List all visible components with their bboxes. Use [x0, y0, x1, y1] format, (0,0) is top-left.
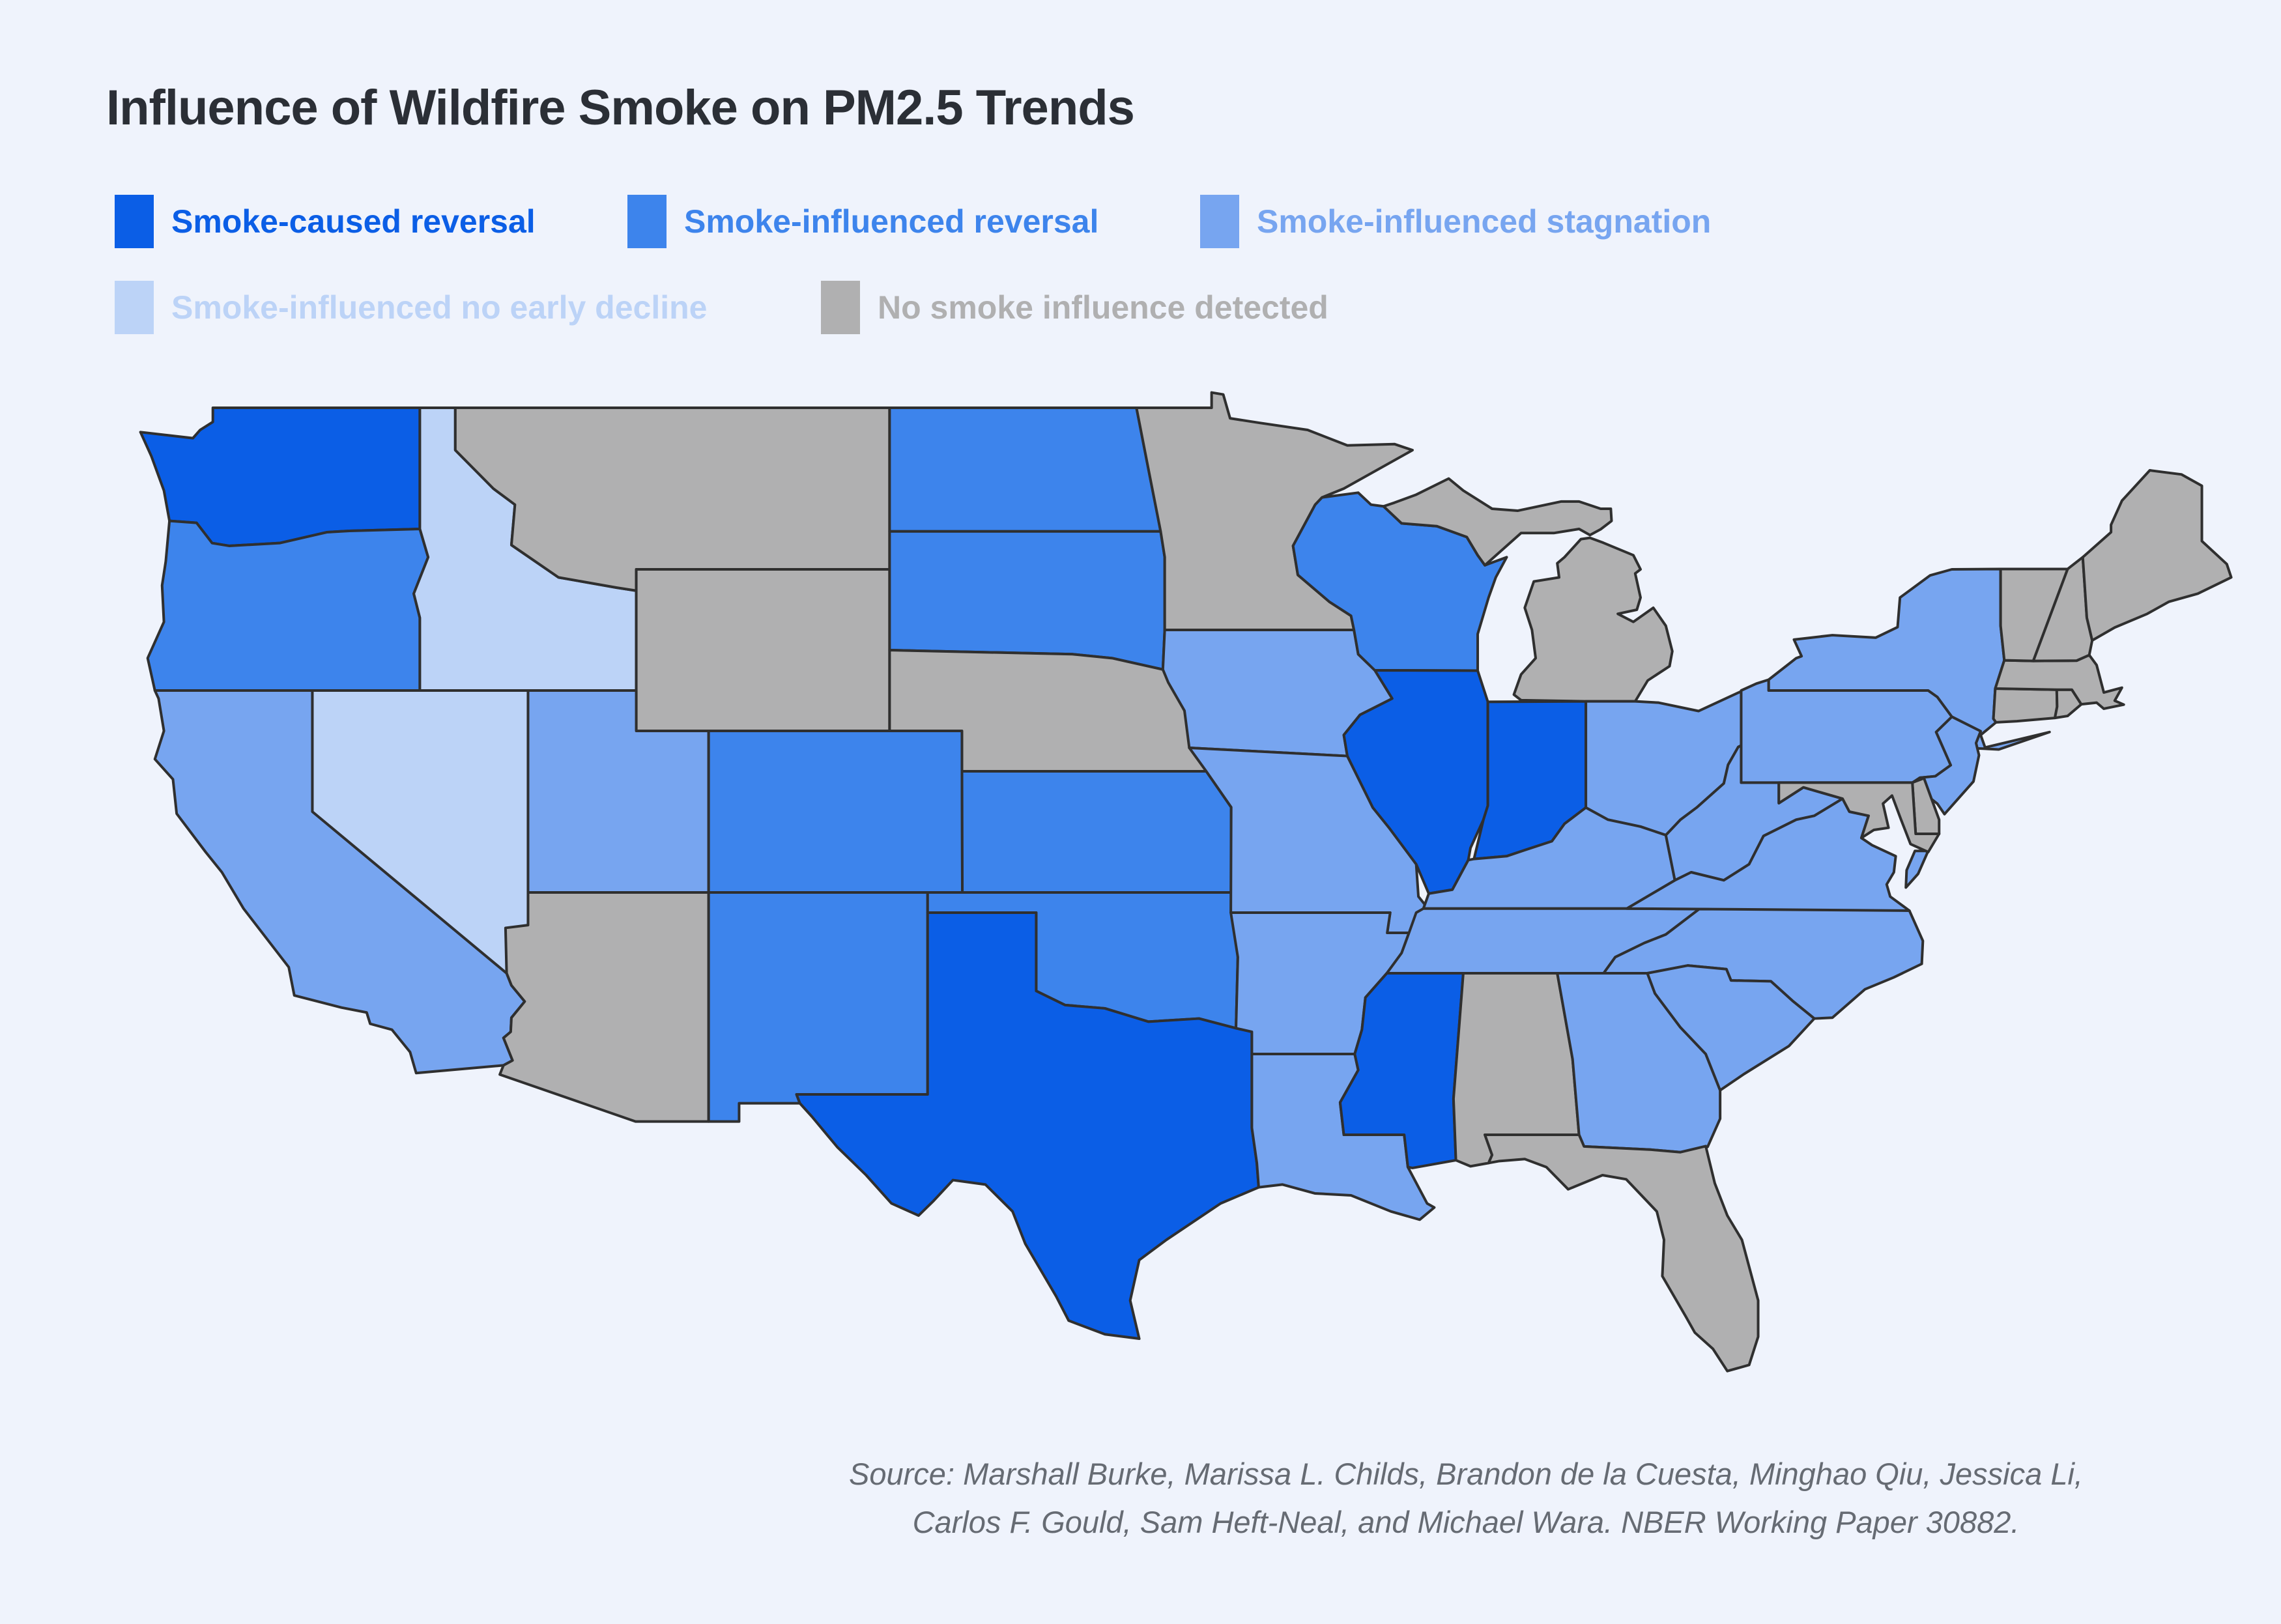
legend-item-smoke-influenced-reversal: Smoke-influenced reversal	[627, 195, 1098, 248]
state-south-dakota	[889, 532, 1164, 670]
state-oregon	[148, 521, 428, 691]
state-vermont	[2001, 569, 2068, 661]
legend-label: Smoke-caused reversal	[171, 203, 536, 240]
state-new-jersey	[1920, 717, 1981, 814]
source-citation: Source: Marshall Burke, Marissa L. Child…	[684, 1450, 2248, 1546]
state-south-carolina	[1647, 965, 1814, 1090]
state-new-mexico	[709, 892, 928, 1122]
legend-swatch-smoke-influenced-no-early-decline	[115, 281, 154, 334]
state-wyoming	[637, 569, 890, 731]
us-choropleth-map	[121, 388, 2235, 1397]
state-maryland	[1779, 782, 1939, 852]
legend-swatch-no-smoke-influence-detected	[821, 281, 860, 334]
legend-label: Smoke-influenced reversal	[684, 203, 1099, 240]
legend-label: No smoke influence detected	[878, 289, 1328, 326]
legend-item-smoke-influenced-no-early-decline: Smoke-influenced no early decline	[115, 281, 707, 334]
state-arizona	[500, 892, 709, 1122]
source-line-1: Source: Marshall Burke, Marissa L. Child…	[849, 1457, 2083, 1491]
legend-label: Smoke-influenced no early decline	[171, 289, 708, 326]
state-colorado	[709, 731, 962, 892]
state-florida	[1485, 1135, 1758, 1371]
state-north-dakota	[889, 408, 1160, 532]
state-connecticut	[1994, 689, 2058, 722]
legend-item-no-smoke-influence-detected: No smoke influence detected	[821, 281, 1328, 334]
legend-swatch-smoke-influenced-reversal	[627, 195, 667, 248]
chart-title: Influence of Wildfire Smoke on PM2.5 Tre…	[106, 80, 1135, 135]
state-pennsylvania	[1741, 679, 1951, 782]
state-kansas	[962, 771, 1231, 892]
state-michigan	[1383, 479, 1672, 702]
state-wisconsin	[1293, 492, 1507, 670]
source-line-2: Carlos F. Gould, Sam Heft-Neal, and Mich…	[912, 1504, 2020, 1539]
legend-item-smoke-caused-reversal: Smoke-caused reversal	[115, 195, 536, 248]
state-texas	[797, 913, 1259, 1339]
legend-swatch-smoke-influenced-stagnation	[1200, 195, 1239, 248]
state-maine	[2083, 470, 2231, 640]
legend-swatch-smoke-caused-reversal	[115, 195, 154, 248]
legend-item-smoke-influenced-stagnation: Smoke-influenced stagnation	[1200, 195, 1711, 248]
legend-label: Smoke-influenced stagnation	[1257, 203, 1712, 240]
